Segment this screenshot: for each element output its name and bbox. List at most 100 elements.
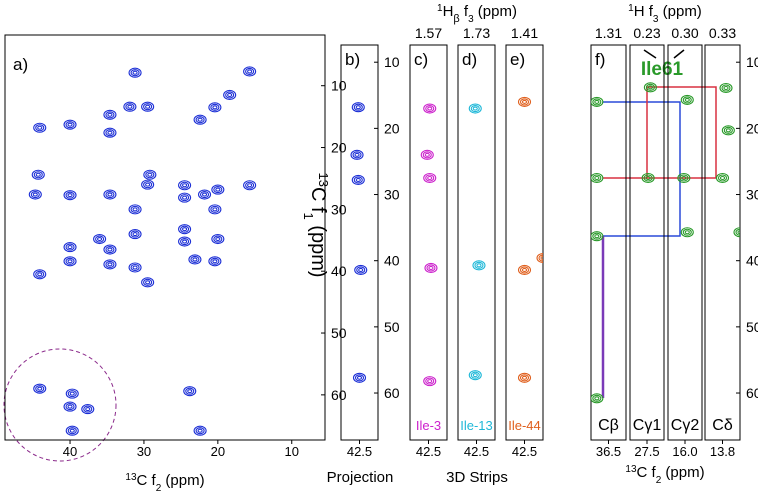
contour-ring	[424, 262, 438, 274]
y-tick-label: 10	[384, 54, 400, 70]
contour-ring	[67, 122, 73, 127]
contour-ring	[180, 194, 190, 202]
peak	[141, 101, 155, 112]
peak-layer	[420, 103, 438, 387]
peak	[423, 376, 437, 387]
contour-ring	[180, 181, 190, 189]
x-tick-label: 42.5	[416, 444, 441, 459]
x-tick-label: 13.8	[710, 444, 735, 459]
contour-ring	[195, 427, 205, 435]
x-tick-label: 30	[137, 444, 151, 459]
peak	[197, 189, 212, 200]
contour-ring	[85, 407, 91, 412]
peak	[715, 172, 730, 184]
sub: β	[453, 13, 459, 25]
contour-ring	[645, 175, 651, 181]
peak	[719, 82, 733, 94]
contour-ring	[208, 256, 222, 267]
contour-ring	[178, 224, 192, 235]
contour-ring	[594, 234, 600, 239]
contour-ring	[645, 83, 655, 91]
contour-ring	[210, 205, 220, 213]
strip-header: 1.41	[511, 25, 538, 41]
peak	[128, 262, 142, 273]
contour-ring	[594, 99, 600, 104]
projection-label: Projection	[327, 469, 394, 486]
contour-ring	[67, 427, 77, 435]
peak	[352, 372, 367, 383]
contour-ring	[425, 174, 435, 182]
contour-ring	[213, 235, 223, 243]
contour-ring	[354, 152, 360, 157]
link-line	[646, 86, 717, 178]
contour-ring	[210, 257, 220, 265]
contour-ring	[65, 243, 75, 251]
contour-ring	[647, 85, 653, 90]
contour-ring	[141, 277, 155, 288]
contour-ring	[426, 264, 436, 272]
y-tick-label: 40	[384, 253, 400, 269]
contour-ring	[211, 233, 225, 245]
contour-ring	[245, 67, 255, 76]
contour-ring	[719, 82, 733, 94]
contour-ring	[521, 99, 528, 104]
peak	[123, 101, 137, 112]
x-tick-label: 20	[211, 444, 225, 459]
contour-ring	[130, 263, 140, 272]
peak	[65, 425, 79, 436]
contour-ring	[178, 192, 192, 203]
peak	[208, 204, 222, 215]
peak	[178, 236, 192, 247]
contour-ring	[213, 186, 223, 194]
contour-ring	[227, 92, 233, 98]
contour-ring	[30, 190, 40, 199]
contour-ring	[684, 230, 690, 235]
contour-ring	[63, 242, 77, 253]
x-tick-label: 40	[63, 444, 77, 459]
contour-ring	[208, 102, 222, 113]
strip-label: Cβ	[598, 417, 619, 434]
peak	[141, 179, 155, 190]
contour-ring	[105, 111, 115, 119]
peak	[517, 372, 532, 383]
contour-ring	[350, 149, 364, 160]
pointer	[643, 49, 657, 59]
text: f	[460, 3, 469, 20]
contour-ring	[681, 175, 687, 181]
peak	[188, 254, 202, 265]
contour-ring	[591, 96, 604, 107]
contour-ring	[103, 127, 117, 138]
contour-ring	[538, 254, 543, 262]
contour-ring	[127, 104, 133, 109]
y-tick-label: 20	[331, 140, 347, 156]
contour-ring	[65, 257, 75, 265]
text: H	[443, 3, 454, 20]
contour-ring	[354, 374, 365, 382]
contour-ring	[715, 172, 730, 184]
peak	[193, 114, 207, 125]
contour-ring	[592, 174, 602, 182]
contour-ring	[69, 391, 75, 396]
contour-ring	[643, 82, 657, 93]
contour-ring	[105, 246, 115, 254]
panel-label: b)	[345, 50, 360, 69]
y-tick-label: 30	[384, 187, 400, 203]
contour-ring	[356, 375, 363, 380]
contour-ring	[733, 227, 740, 238]
contour-ring	[351, 102, 365, 113]
peak-layer	[468, 103, 486, 381]
peak	[351, 174, 365, 186]
y-tick-label: 20	[746, 120, 758, 136]
contour-ring	[35, 172, 41, 177]
contour-ring	[737, 230, 740, 235]
peak	[33, 383, 47, 394]
contour-ring	[422, 151, 432, 159]
peak	[128, 204, 142, 215]
contour-ring	[723, 85, 729, 91]
contour-ring	[67, 404, 73, 409]
contour-ring	[717, 174, 728, 182]
contour-ring	[32, 192, 38, 197]
panel-label: e)	[510, 50, 525, 69]
strip-label: Ile-3	[416, 418, 441, 433]
y-tick-label: 60	[384, 385, 400, 401]
